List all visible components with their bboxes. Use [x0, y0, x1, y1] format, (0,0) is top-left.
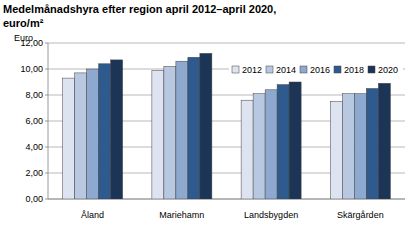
- legend-swatch: [232, 66, 239, 73]
- bar: [176, 61, 188, 199]
- bar: [99, 64, 111, 199]
- tick-label: 8,00: [25, 90, 43, 100]
- bar: [111, 60, 123, 199]
- category-label: Mariehamn: [159, 210, 204, 220]
- bar: [366, 89, 378, 200]
- legend-label: 2018: [344, 65, 364, 75]
- bar: [330, 102, 342, 200]
- category-label: Skärgården: [337, 210, 384, 220]
- tick-mark: [45, 173, 48, 174]
- legend-label: 2012: [242, 65, 262, 75]
- tick-mark: [45, 69, 48, 70]
- legend: 2012 2014 2016 2018 2020: [229, 62, 403, 77]
- bar: [164, 66, 176, 199]
- tick-mark: [45, 43, 48, 44]
- chart: Medelmånadshyra efter region april 2012–…: [0, 0, 412, 228]
- bar: [342, 94, 354, 199]
- y-axis: [48, 43, 49, 199]
- bar: [188, 57, 200, 199]
- bar: [63, 78, 75, 199]
- legend-swatch: [300, 66, 307, 73]
- bar: [152, 70, 164, 199]
- tick-label: 12,00: [20, 38, 43, 48]
- bar: [354, 94, 366, 199]
- tick-label: 2,00: [25, 168, 43, 178]
- title: Medelmånadshyra efter region april 2012–…: [3, 3, 276, 29]
- legend-swatch: [368, 66, 375, 73]
- tick-label: 6,00: [25, 116, 43, 126]
- tick-label: 4,00: [25, 142, 43, 152]
- category-label: Åland: [81, 210, 104, 220]
- tick-mark: [45, 95, 48, 96]
- bar: [378, 83, 390, 199]
- tick-label: 10,00: [20, 64, 43, 74]
- bar: [253, 94, 265, 199]
- tick-label: 0,00: [25, 194, 43, 204]
- bar: [241, 100, 253, 199]
- legend-swatch: [334, 66, 341, 73]
- category-label: Landsbygden: [244, 210, 298, 220]
- legend-label: 2016: [310, 65, 330, 75]
- grid-line: [48, 43, 405, 44]
- bar: [265, 90, 277, 199]
- bar: [75, 73, 87, 199]
- bar: [289, 82, 301, 199]
- tick-mark: [45, 147, 48, 148]
- legend-label: 2014: [276, 65, 296, 75]
- bar: [200, 53, 212, 199]
- bar: [87, 69, 99, 199]
- legend-swatch: [266, 66, 273, 73]
- tick-mark: [45, 199, 48, 200]
- tick-mark: [45, 121, 48, 122]
- legend-box: [229, 62, 403, 77]
- bar: [277, 85, 289, 199]
- legend-label: 2020: [378, 65, 398, 75]
